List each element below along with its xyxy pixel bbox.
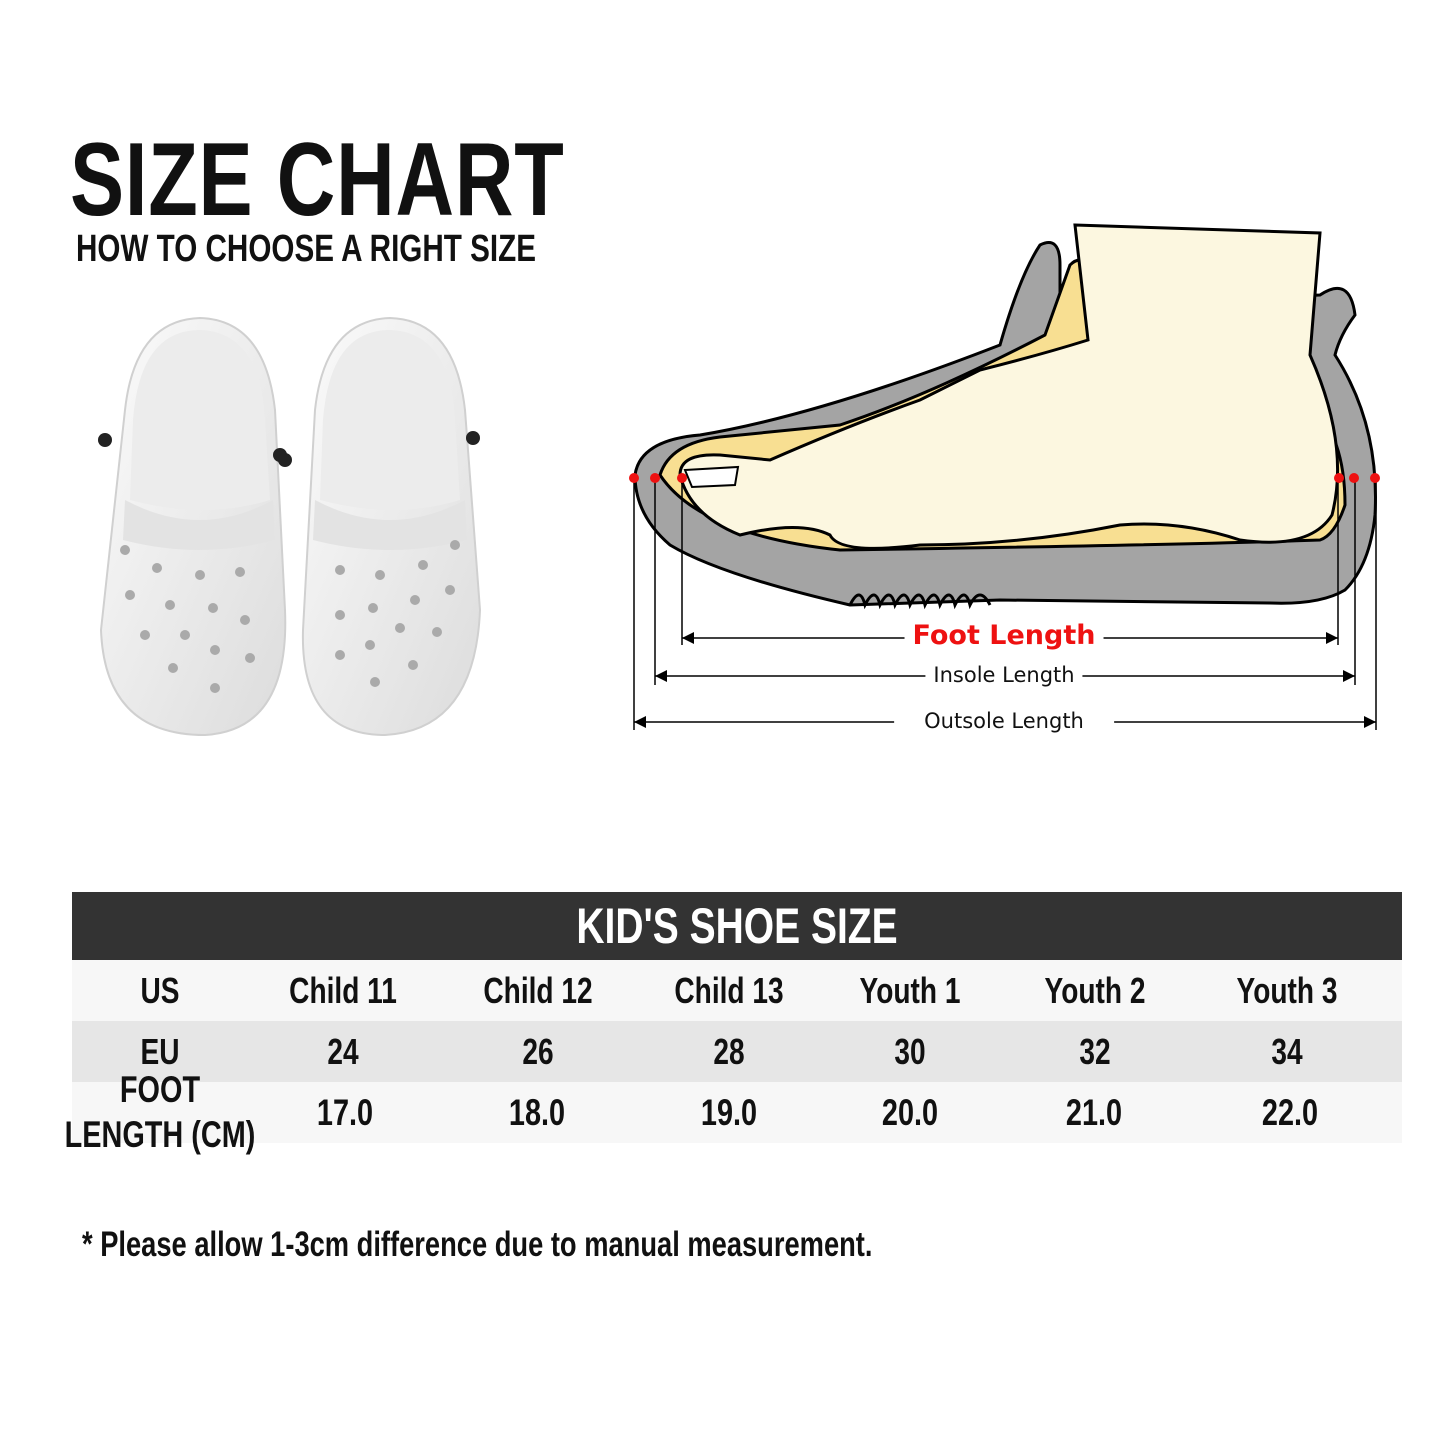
measurement-points — [629, 473, 1380, 483]
table-cell: 24 — [327, 1030, 359, 1072]
clogs-image — [98, 316, 482, 737]
right-clog — [278, 316, 482, 737]
page-title: SIZE CHART — [70, 122, 565, 238]
table-cell: Youth 1 — [859, 969, 961, 1011]
outsole-length-label: Outsole Length — [894, 709, 1114, 733]
row-label: US — [140, 969, 180, 1011]
size-table: KID'S SHOE SIZE US Child 11 Child 12 Chi… — [65, 892, 1402, 1155]
page-subtitle: HOW TO CHOOSE A RIGHT SIZE — [76, 228, 536, 270]
table-cell: 20.0 — [881, 1091, 939, 1133]
table-cell: 28 — [713, 1030, 745, 1072]
table-cell: 22.0 — [1261, 1091, 1319, 1133]
table-cell: Youth 3 — [1236, 969, 1338, 1011]
table-title: KID'S SHOE SIZE — [72, 892, 1402, 960]
table-cell: 17.0 — [316, 1091, 374, 1133]
row-label: FOOT LENGTH (CM) — [64, 1069, 256, 1155]
table-row-us: US Child 11 Child 12 Child 13 Youth 1 Yo… — [72, 960, 1402, 1021]
row-label: EU — [140, 1030, 180, 1072]
left-clog — [98, 316, 287, 737]
table-cell: Child 11 — [289, 969, 397, 1011]
table-cell: Youth 2 — [1044, 969, 1146, 1011]
table-row-foot-length: FOOT LENGTH (CM) 17.0 18.0 19.0 20.0 21.0… — [65, 1069, 1402, 1155]
table-cell: 21.0 — [1065, 1091, 1123, 1133]
table-cell: Child 13 — [674, 969, 784, 1011]
table-cell: 26 — [522, 1030, 554, 1072]
table-cell: 32 — [1079, 1030, 1111, 1072]
table-cell: 34 — [1271, 1030, 1303, 1072]
insole-length-label: Insole Length — [925, 663, 1083, 687]
table-cell: 19.0 — [700, 1091, 758, 1133]
table-cell: 18.0 — [508, 1091, 566, 1133]
table-cell: 30 — [894, 1030, 926, 1072]
foot-in-shoe-illustration — [629, 223, 1380, 730]
foot-length-label: Foot Length — [904, 620, 1104, 651]
table-row-eu: EU 24 26 28 30 32 34 — [72, 1021, 1402, 1082]
measurement-note: * Please allow 1-3cm difference due to m… — [82, 1225, 873, 1264]
table-cell: Child 12 — [483, 969, 593, 1011]
